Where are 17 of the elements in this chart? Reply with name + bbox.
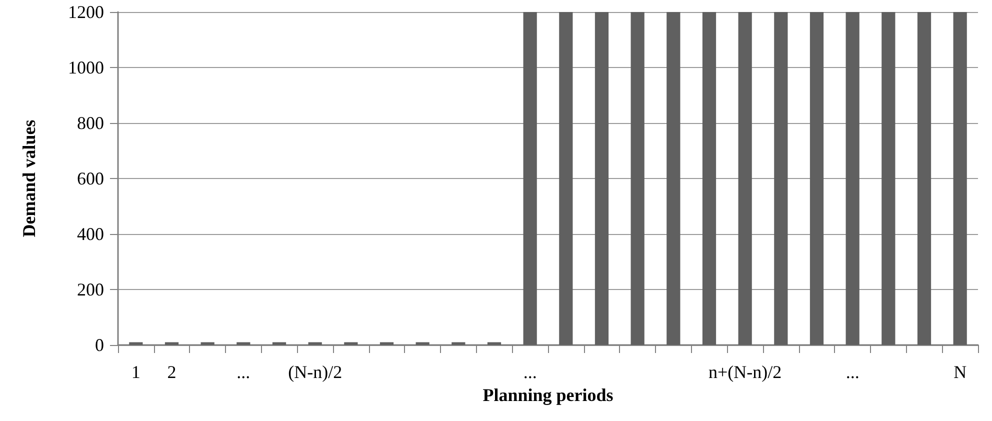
x-axis-title: Planning periods xyxy=(482,384,614,405)
y-tick-label: 600 xyxy=(77,168,104,188)
y-axis-title: Demand values xyxy=(19,120,39,238)
x-tick-label: 1 xyxy=(131,362,140,382)
x-tick-label: ... xyxy=(846,362,860,382)
y-tick-label: 1200 xyxy=(68,2,104,22)
y-tick-label: 1000 xyxy=(68,58,104,78)
y-tick-label: 200 xyxy=(77,280,104,300)
y-tick-label: 0 xyxy=(95,335,104,355)
y-tick-label: 800 xyxy=(77,113,104,133)
x-tick-label: N xyxy=(954,362,967,382)
x-tick-label: n+(N-n)/2 xyxy=(708,362,782,382)
y-tick-label: 400 xyxy=(77,224,104,244)
x-tick-label: ... xyxy=(523,362,537,382)
x-tick-label: (N-n)/2 xyxy=(288,362,342,382)
x-tick-label: ... xyxy=(236,362,250,382)
x-tick-label: 2 xyxy=(167,362,176,382)
